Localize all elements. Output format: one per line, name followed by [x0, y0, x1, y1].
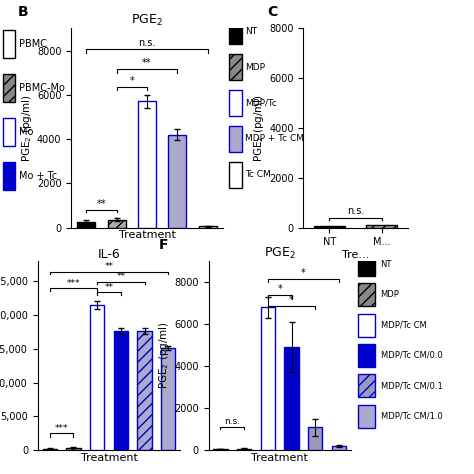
- Bar: [77, 222, 95, 228]
- FancyBboxPatch shape: [358, 314, 375, 337]
- Text: MDP + Tc CM: MDP + Tc CM: [246, 135, 304, 144]
- Text: **: **: [142, 58, 152, 68]
- Text: PBMC: PBMC: [18, 39, 46, 49]
- Title: PGE$_2$: PGE$_2$: [264, 246, 296, 261]
- FancyBboxPatch shape: [3, 30, 15, 58]
- Text: C: C: [267, 5, 277, 18]
- Text: n.s.: n.s.: [138, 38, 155, 48]
- Text: MDP/Tc CM: MDP/Tc CM: [381, 321, 426, 329]
- FancyBboxPatch shape: [229, 162, 242, 188]
- Bar: [137, 331, 152, 450]
- Text: F: F: [159, 238, 168, 252]
- Bar: [199, 226, 217, 228]
- Bar: [108, 220, 126, 228]
- FancyBboxPatch shape: [3, 118, 15, 146]
- FancyBboxPatch shape: [358, 253, 375, 276]
- Text: **: **: [105, 262, 113, 271]
- Bar: [314, 226, 345, 228]
- Text: n.s.: n.s.: [224, 417, 240, 426]
- Text: PBMC-Mo: PBMC-Mo: [18, 83, 64, 93]
- Text: MDP/Tc CM/1.0: MDP/Tc CM/1.0: [381, 412, 442, 420]
- Bar: [284, 347, 299, 450]
- Bar: [90, 305, 104, 450]
- FancyBboxPatch shape: [229, 126, 242, 152]
- Bar: [43, 449, 57, 450]
- Text: Mo: Mo: [18, 127, 33, 137]
- Bar: [168, 135, 186, 228]
- X-axis label: Treatment: Treatment: [81, 453, 137, 463]
- Text: Mo + Tc: Mo + Tc: [18, 171, 57, 181]
- Text: **: **: [97, 199, 106, 209]
- X-axis label: Tre...: Tre...: [342, 250, 369, 260]
- X-axis label: Treatment: Treatment: [118, 230, 175, 240]
- Text: *: *: [289, 295, 294, 305]
- Y-axis label: PGE$_2$ (pg/ml): PGE$_2$ (pg/ml): [20, 94, 34, 162]
- FancyBboxPatch shape: [229, 55, 242, 80]
- Text: MDP/Tc: MDP/Tc: [246, 99, 277, 108]
- Text: *: *: [277, 284, 282, 294]
- FancyBboxPatch shape: [3, 74, 15, 102]
- Text: ***: ***: [67, 279, 80, 288]
- Text: B: B: [18, 5, 28, 18]
- Text: MDP: MDP: [381, 291, 400, 299]
- Text: *: *: [129, 76, 134, 86]
- Text: ***: ***: [55, 424, 68, 433]
- FancyBboxPatch shape: [229, 18, 242, 45]
- Bar: [366, 225, 397, 228]
- Bar: [261, 307, 275, 450]
- Text: Tc CM: Tc CM: [246, 170, 271, 179]
- Text: MDP/Tc CM/0.1: MDP/Tc CM/0.1: [381, 382, 442, 390]
- X-axis label: Treatment: Treatment: [251, 453, 308, 463]
- Text: NT: NT: [246, 27, 257, 36]
- FancyBboxPatch shape: [358, 405, 375, 428]
- Bar: [237, 448, 251, 450]
- FancyBboxPatch shape: [229, 90, 242, 116]
- Text: **: **: [117, 273, 125, 282]
- Text: MDP: MDP: [246, 63, 265, 72]
- Text: **: **: [105, 283, 113, 292]
- Bar: [66, 447, 81, 450]
- Y-axis label: PGE$_2$ (pg/ml): PGE$_2$ (pg/ml): [252, 94, 266, 162]
- Bar: [138, 101, 156, 228]
- Title: PGE$_2$: PGE$_2$: [131, 13, 163, 28]
- Bar: [213, 449, 228, 450]
- FancyBboxPatch shape: [358, 344, 375, 367]
- FancyBboxPatch shape: [358, 283, 375, 306]
- Bar: [161, 348, 175, 450]
- FancyBboxPatch shape: [358, 374, 375, 397]
- Text: MDP/Tc CM/0.0: MDP/Tc CM/0.0: [381, 351, 442, 360]
- Text: *: *: [301, 267, 306, 278]
- Bar: [114, 331, 128, 450]
- Y-axis label: PGE$_2$ (pg/ml): PGE$_2$ (pg/ml): [157, 321, 172, 390]
- Text: n.s.: n.s.: [347, 206, 364, 216]
- FancyBboxPatch shape: [3, 162, 15, 190]
- Text: NT: NT: [381, 260, 392, 269]
- Title: IL-6: IL-6: [98, 248, 120, 261]
- Bar: [332, 446, 346, 450]
- Bar: [308, 427, 322, 450]
